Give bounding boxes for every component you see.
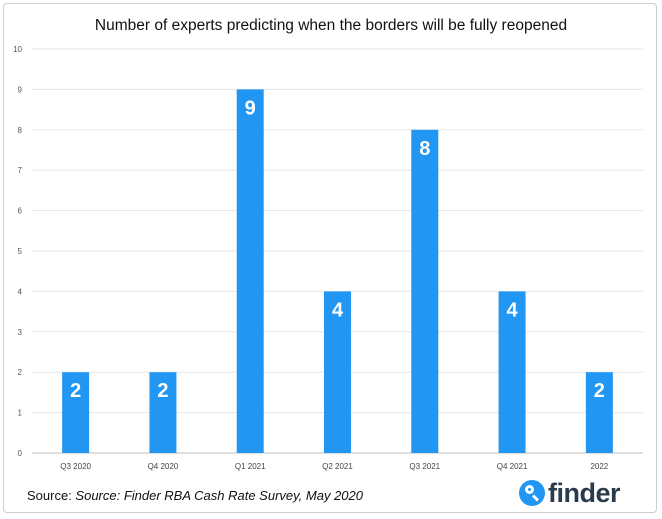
bar-data-label: 9 bbox=[245, 97, 256, 119]
x-tick-label: Q3 2020 bbox=[60, 462, 91, 471]
x-tick-label: Q4 2020 bbox=[148, 462, 179, 471]
finder-logo: finder bbox=[519, 477, 621, 509]
y-tick-label: 10 bbox=[13, 45, 22, 54]
x-tick-label: Q1 2021 bbox=[235, 462, 266, 471]
y-tick-label: 7 bbox=[18, 166, 23, 175]
y-tick-label: 8 bbox=[18, 126, 23, 135]
source-prefix: Source: bbox=[27, 488, 76, 503]
data-labels: 2 2 9 4 8 4 2 bbox=[70, 97, 605, 402]
x-tick-label: Q4 2021 bbox=[497, 462, 528, 471]
bar-data-label: 4 bbox=[507, 299, 519, 321]
bar-data-label: 8 bbox=[419, 138, 430, 160]
y-tick-label: 0 bbox=[18, 449, 23, 458]
bar bbox=[324, 291, 351, 453]
gridlines bbox=[32, 48, 643, 454]
logo-text: finder bbox=[548, 477, 621, 508]
source-note: Source: Source: Finder RBA Cash Rate Sur… bbox=[27, 488, 363, 503]
bar bbox=[498, 291, 526, 453]
y-tick-label: 3 bbox=[18, 328, 23, 337]
bar bbox=[236, 89, 264, 454]
bar-data-label: 4 bbox=[332, 299, 344, 321]
magnifier-icon bbox=[519, 480, 545, 506]
y-tick-label: 5 bbox=[18, 247, 23, 256]
y-tick-label: 1 bbox=[18, 409, 23, 418]
bar-data-label: 2 bbox=[157, 380, 168, 402]
y-tick-label: 9 bbox=[18, 85, 23, 94]
y-tick-label: 6 bbox=[18, 207, 23, 216]
y-axis-ticks: 0 1 2 3 4 5 6 7 8 9 10 bbox=[13, 45, 22, 458]
bar bbox=[62, 372, 90, 453]
bars bbox=[62, 89, 613, 454]
y-tick-label: 2 bbox=[18, 368, 23, 377]
bar-data-label: 2 bbox=[594, 380, 605, 402]
x-tick-label: 2022 bbox=[590, 462, 608, 471]
x-tick-label: Q2 2021 bbox=[322, 462, 353, 471]
y-tick-label: 4 bbox=[18, 287, 23, 296]
bar bbox=[149, 372, 177, 453]
x-tick-label: Q3 2021 bbox=[409, 462, 440, 471]
bar bbox=[411, 129, 439, 454]
chart-title: Number of experts predicting when the bo… bbox=[94, 17, 568, 34]
bar-data-label: 2 bbox=[70, 380, 81, 402]
x-axis-ticks: Q3 2020 Q4 2020 Q1 2021 Q2 2021 Q3 2021 Q4 20… bbox=[60, 462, 609, 471]
bar bbox=[585, 372, 613, 453]
source-text: Source: Finder RBA Cash Rate Survey, May… bbox=[75, 488, 363, 503]
